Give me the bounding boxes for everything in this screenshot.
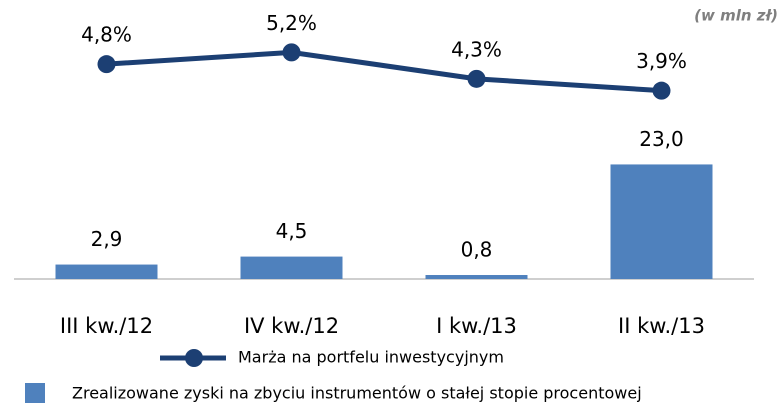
line-point — [97, 55, 116, 74]
line-value-label: 3,9% — [636, 49, 687, 73]
line-value-label: 5,2% — [266, 11, 317, 35]
line-point — [282, 43, 301, 62]
legend-label: Marża na portfelu inwestycyjnym — [238, 348, 504, 367]
line-point — [652, 81, 671, 100]
bar-value-label: 0,8 — [461, 238, 493, 262]
bar — [610, 164, 713, 279]
bar — [55, 264, 158, 279]
bar — [425, 275, 528, 279]
bar — [240, 256, 343, 279]
unit-note: (w mln zł) — [694, 7, 778, 25]
line-value-label: 4,8% — [81, 23, 132, 47]
bar-value-label: 4,5 — [276, 219, 308, 243]
legend-swatch — [25, 383, 45, 403]
line — [106, 49, 662, 94]
x-tick-label: I kw./13 — [436, 314, 517, 338]
line-point — [467, 69, 486, 88]
legend-marker — [185, 349, 203, 367]
x-tick-label: II kw./13 — [618, 314, 705, 338]
line-value-label: 4,3% — [451, 37, 502, 61]
bar-value-label: 2,9 — [91, 227, 123, 251]
bar-value-label: 23,0 — [639, 127, 684, 151]
legend-label: Zrealizowane zyski na zbyciu instrumentó… — [72, 384, 642, 403]
x-tick-label: IV kw./12 — [244, 314, 339, 338]
x-tick-label: III kw./12 — [60, 314, 153, 338]
